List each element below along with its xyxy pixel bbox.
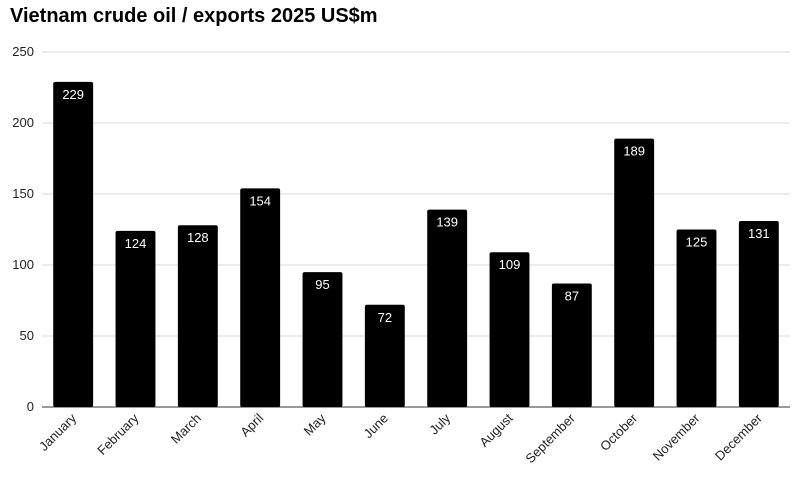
y-tick-label: 250: [12, 44, 34, 59]
x-tick-label: December: [712, 410, 765, 463]
data-label: 72: [378, 310, 392, 325]
x-tick-label: July: [426, 410, 453, 437]
x-tick-label: August: [476, 410, 515, 449]
x-tick-label: October: [597, 410, 641, 454]
gridlines: [42, 51, 790, 408]
x-tick-label: April: [237, 410, 266, 439]
x-axis-ticks: January February March April May June July Augu…: [36, 410, 765, 466]
bar-april: [240, 188, 281, 407]
bar-march: [177, 225, 218, 407]
x-tick-label: February: [94, 410, 142, 458]
data-label: 229: [62, 87, 84, 102]
bar-august: [489, 252, 530, 407]
y-tick-label: 100: [12, 257, 34, 272]
y-tick-label: 150: [12, 186, 34, 201]
bar-september: [551, 283, 592, 407]
data-label: 95: [315, 277, 329, 292]
y-tick-label: 50: [20, 328, 34, 343]
bar-january: [53, 81, 94, 407]
chart-title: Vietnam crude oil / exports 2025 US$m: [10, 5, 378, 27]
data-label: 124: [125, 236, 147, 251]
bar-december: [738, 220, 779, 407]
bar-november: [676, 229, 717, 407]
y-axis-ticks: 0 50 100 150 200 250: [12, 44, 34, 414]
x-tick-label: May: [301, 410, 329, 438]
x-tick-label: March: [168, 411, 204, 447]
data-label: 128: [187, 230, 209, 245]
bar-july: [427, 209, 468, 407]
bars: 229 124 128 154 95 72 139 109 87 189 125 131: [53, 81, 779, 407]
data-label: 189: [623, 144, 645, 159]
y-tick-label: 0: [27, 399, 34, 414]
bar-october: [614, 138, 655, 407]
data-label: 154: [249, 193, 271, 208]
data-label: 125: [686, 235, 708, 250]
x-tick-label: September: [522, 410, 578, 466]
bar-february: [115, 230, 156, 407]
data-label: 109: [499, 257, 521, 272]
bar-june: [364, 304, 405, 407]
data-label: 87: [565, 288, 579, 303]
x-tick-label: January: [36, 410, 80, 454]
x-tick-label: November: [650, 410, 703, 463]
data-label: 139: [436, 215, 458, 230]
y-tick-label: 200: [12, 115, 34, 130]
x-tick-label: June: [360, 411, 391, 442]
bar-may: [302, 272, 343, 407]
data-label: 131: [748, 226, 770, 241]
